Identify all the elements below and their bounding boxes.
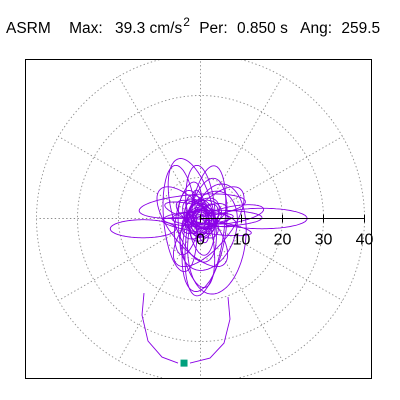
grid-ray-240 <box>118 218 201 361</box>
orbit-trace <box>109 158 308 364</box>
grid-ray-150 <box>58 136 201 219</box>
orbit-loop-33 <box>138 193 246 219</box>
orbit-loop-17 <box>181 197 220 240</box>
radial-tick-label-40: 40 <box>356 232 374 249</box>
grid-ray-210 <box>58 218 201 301</box>
max-unit-exponent: 2 <box>183 15 190 29</box>
period-value: 0.850 s <box>236 20 288 37</box>
period-label: Per: <box>199 20 228 37</box>
radial-tick-label-10: 10 <box>233 232 251 249</box>
orbit-tail-left <box>141 293 179 364</box>
orbit-loop-28 <box>184 165 227 297</box>
method-label: ASRM <box>6 20 51 37</box>
radial-tick-label-30: 30 <box>315 232 333 249</box>
orbit-loop-27 <box>187 183 247 295</box>
orbit-loop-35 <box>163 209 263 228</box>
angle-value: 259.5 <box>341 20 381 37</box>
max-label: Max: <box>69 20 103 37</box>
orbit-loop-34 <box>161 217 252 237</box>
orbit-loop-37 <box>109 219 177 239</box>
angle-label: Ang: <box>300 20 333 37</box>
radial-tick-label-0: 0 <box>196 232 205 249</box>
orbit-loop-26 <box>167 158 217 263</box>
radial-tick-label-20: 20 <box>274 232 292 249</box>
max-value: 39.3 cm/s <box>115 20 183 37</box>
plot-frame <box>25 59 372 379</box>
radial-axis: 0 10 20 30 40 <box>196 214 374 249</box>
orbit-loop-23 <box>185 164 216 256</box>
orbit-loop-32 <box>177 190 216 288</box>
orbit-loop-31 <box>179 190 238 271</box>
grid-ray-300 <box>200 218 283 361</box>
end-point-marker <box>180 359 188 367</box>
chart-header: ASRM Max: 39.3 cm/s2 Per: 0.850 s Ang: 2… <box>6 15 381 41</box>
orbit-loop-20 <box>164 201 237 228</box>
orbit-loop-25 <box>162 164 198 273</box>
grid-ray-60 <box>200 76 283 219</box>
orbit-tail-right <box>189 297 231 364</box>
orbit-loop-29 <box>172 186 245 268</box>
